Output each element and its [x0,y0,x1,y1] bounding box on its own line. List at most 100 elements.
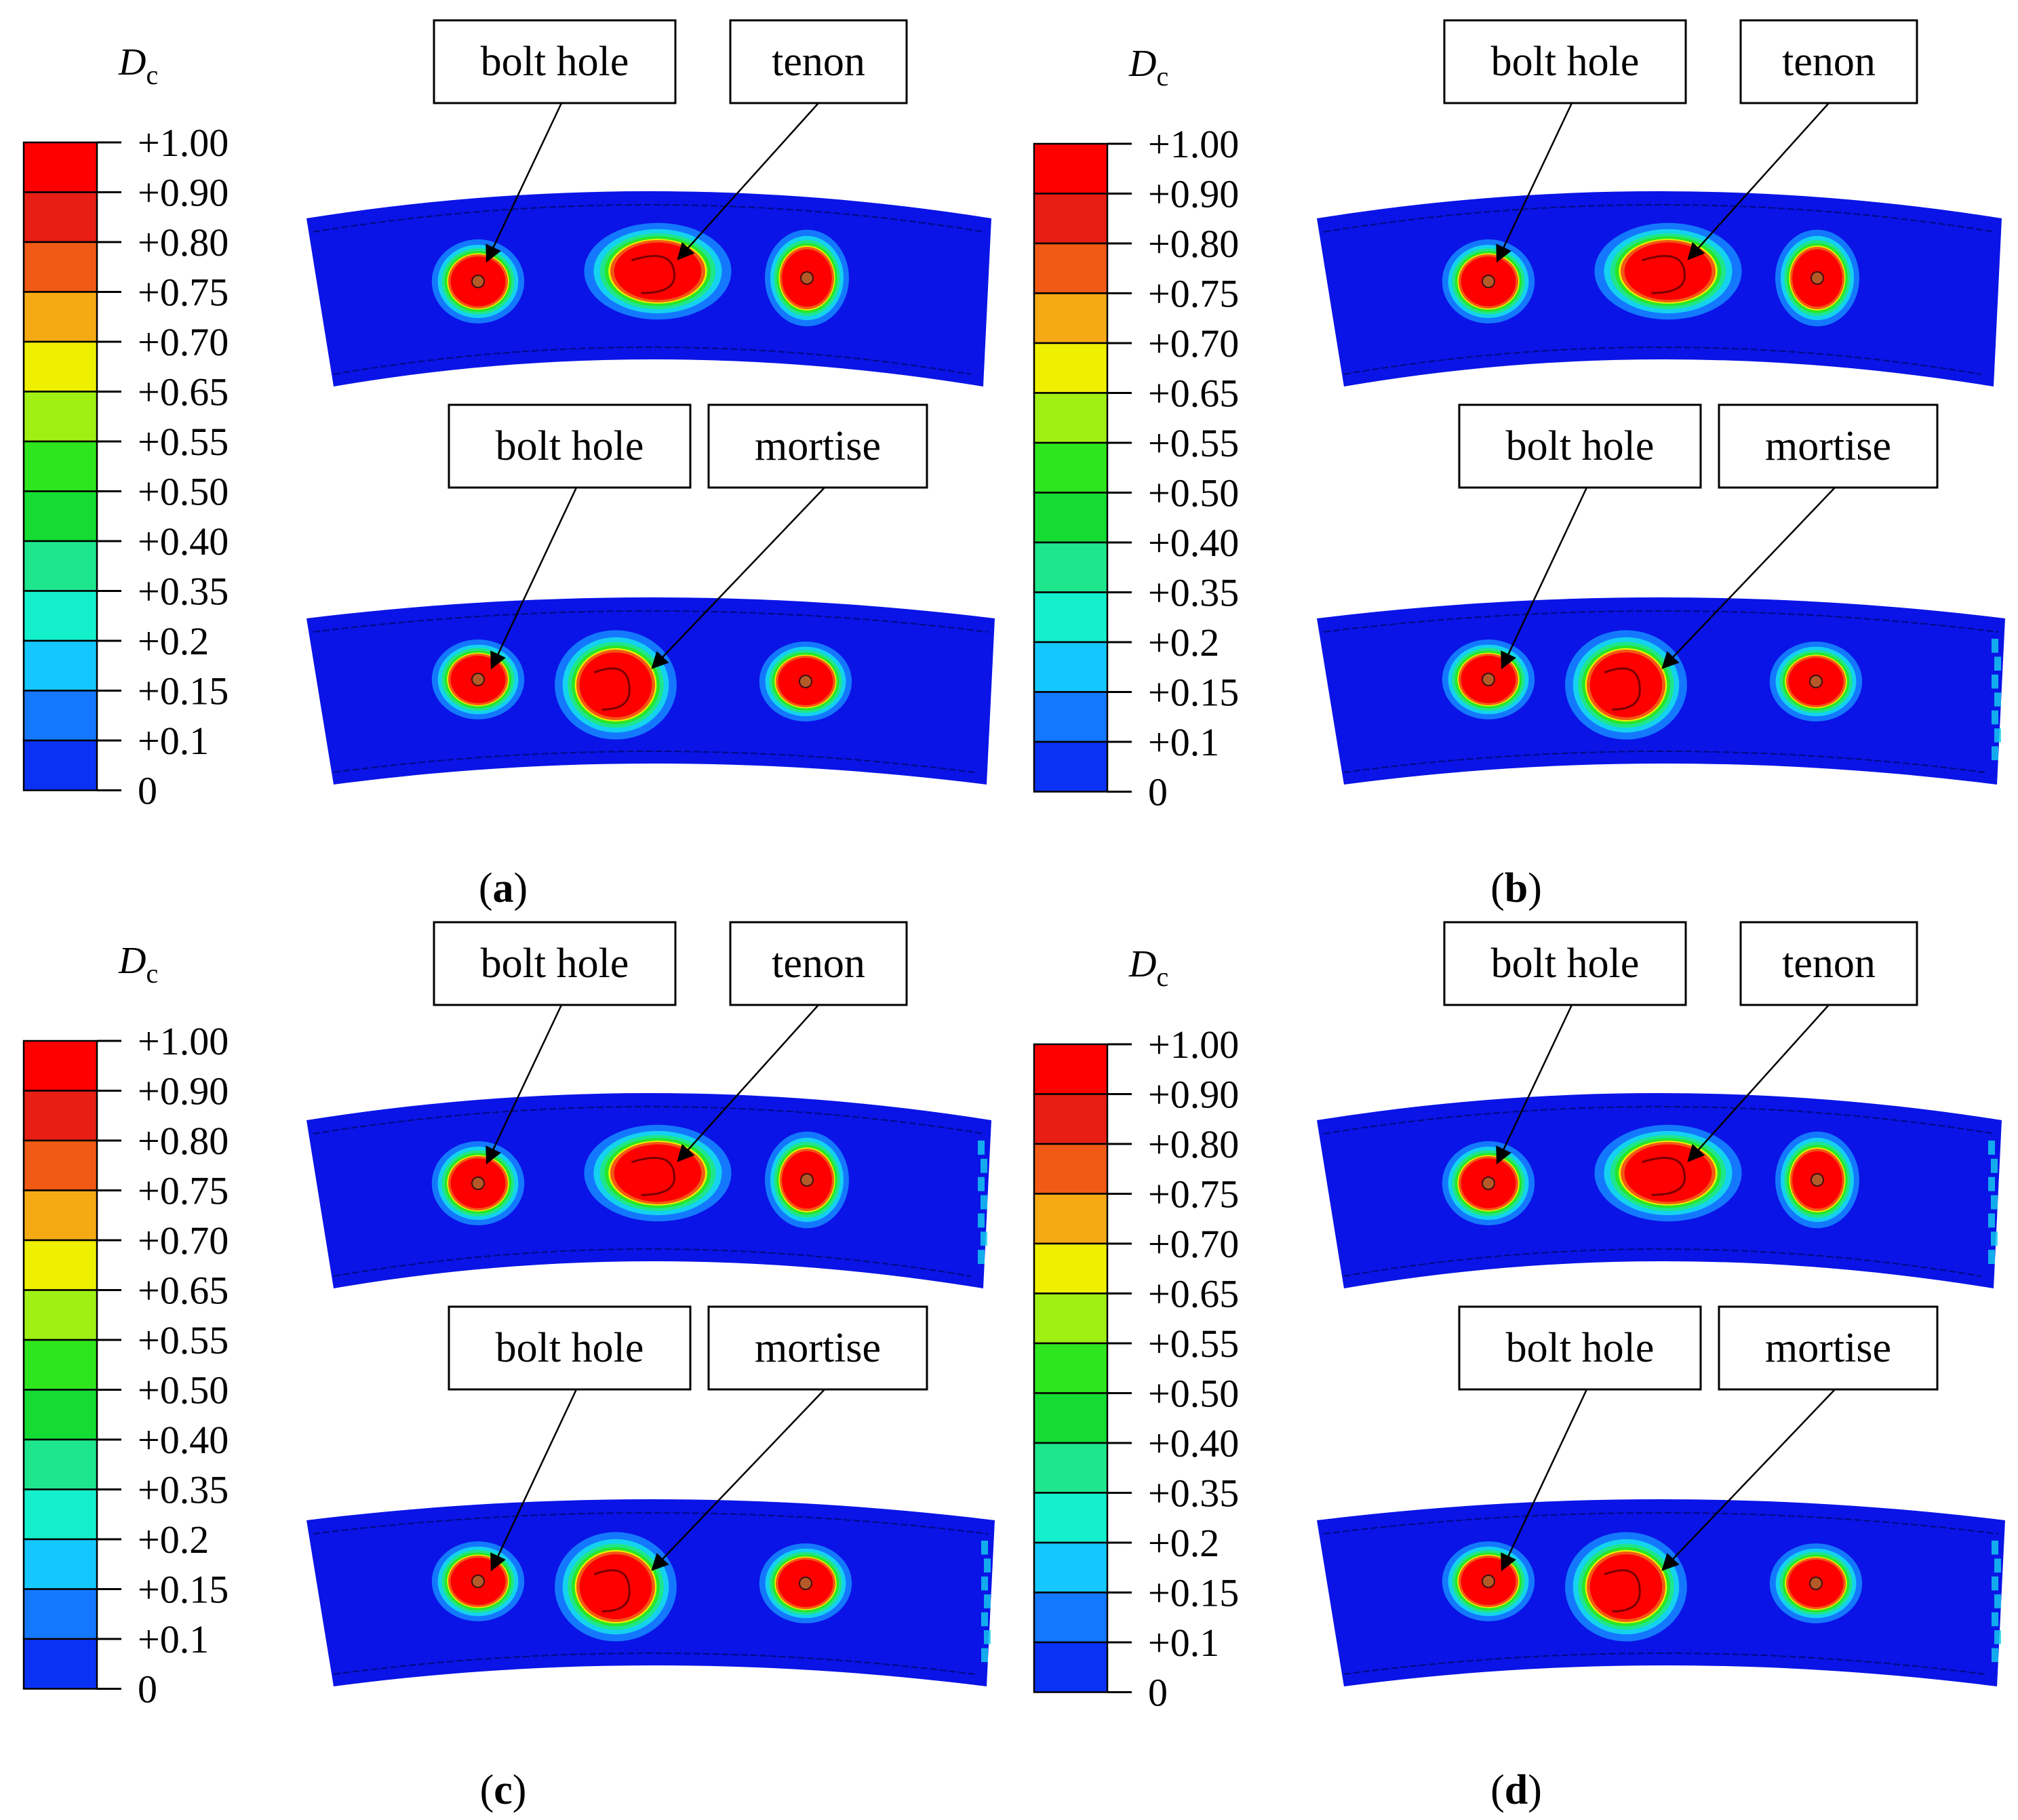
legend-title: Dc [1128,43,1168,92]
legend-tick-label: 0 [138,769,157,813]
panel-b: Dc +1.00 +0.90 +0.80 +0.75 +0.70 +0.65 +0.55 +0.… [1033,19,2005,911]
legend-swatch [22,1638,98,1690]
legend-swatch [22,639,98,692]
legend-subscript: c [146,958,158,989]
beam-edge-line [1343,751,1985,773]
legend-subscript: c [146,60,158,90]
panel-caption: (a) [479,865,528,911]
beam-edge-line [1323,204,1996,233]
legend-swatch [22,1239,98,1291]
edge-damage [1992,710,1998,725]
edge-damage [1994,656,2001,671]
beam-edge-line [313,1512,989,1535]
callout-box [1739,921,1918,1006]
callout-label: bolt hole [1491,941,1640,987]
legend-tick-label: +0.2 [138,619,209,663]
legend-swatch [1033,1292,1109,1345]
edge-damage [978,1176,985,1191]
callout-arrow [490,487,578,670]
bolt-hole-mark [1482,1575,1495,1588]
legend-swatch [22,540,98,592]
legend-tick-label: +0.50 [1148,471,1239,515]
edge-damage [1994,1558,2001,1572]
legend-tick-label: +0.40 [1148,521,1239,565]
callout-label: tenon [772,39,865,85]
callout-label: mortise [755,423,881,469]
callout-arrow [1661,487,1836,669]
legend-swatch [1033,1342,1109,1394]
legend-subscript: c [1156,61,1168,92]
beam-edge-line [1343,1248,1982,1277]
callout-box [1458,403,1702,489]
edge-damage [1992,1612,1998,1627]
legend-swatch [22,1040,98,1092]
legend-swatch [22,291,98,343]
callout-box [433,19,677,104]
legend-tick-label: +0.1 [138,1617,209,1661]
legend-tick-label: +0.2 [1148,620,1219,665]
legend-tick-label: +0.50 [138,1368,229,1412]
panel-d: Dc +1.00 +0.90 +0.80 +0.75 +0.70 +0.65 +0.55 +0.… [1033,921,2005,1813]
legend-tick-label: +0.15 [138,669,229,713]
legend-swatch [22,490,98,542]
legend-tick-label: +0.15 [1148,1571,1239,1615]
edge-damage [1994,692,2001,707]
legend-swatch [22,1488,98,1541]
caption-open: ( [480,1767,494,1813]
legend-swatch [1033,641,1109,693]
edge-damage [1991,1158,1998,1173]
joint-outline [1604,1569,1641,1613]
edge-damage [1992,1576,1998,1591]
callout-label: bolt hole [496,423,644,469]
joint-outline [1642,255,1686,294]
legend-tick-label: +1.00 [1148,122,1239,166]
edge-damage [978,1141,985,1155]
bolt-hole-mark [1482,673,1495,686]
callout-label: tenon [1782,941,1876,987]
legend-tick-label: +0.50 [1148,1372,1239,1416]
legend-swatch [1033,342,1109,394]
callout-arrow [651,1389,825,1571]
edge-damage [981,1648,988,1663]
legend-tick-label: +1.00 [138,121,229,165]
bolt-hole-mark [471,1575,485,1588]
legend-swatch [22,440,98,492]
damage-contour [579,1554,652,1619]
legend-swatch [1033,1492,1109,1544]
legend-title: Dc [118,41,158,90]
legend-tick-label: +0.55 [1148,1322,1239,1366]
legend-tick-label: +0.70 [1148,321,1239,365]
callout-box [729,921,908,1006]
legend-tick-label: +0.50 [138,470,229,514]
legend-swatch [22,191,98,243]
legend-tick-label: +0.65 [138,370,229,414]
legend-tick-label: +0.80 [1148,222,1239,266]
legend-tick-label: +0.90 [1148,1073,1239,1117]
legend-swatch [1033,1043,1109,1095]
legend-swatch [22,141,98,193]
joint-outline [593,667,631,711]
legend-swatch [1033,691,1109,743]
panel-caption: (d) [1490,1767,1542,1813]
callout-label: bolt hole [1506,1325,1655,1371]
legend-tick-label: +0.1 [1148,1621,1219,1665]
edge-damage [981,1541,988,1555]
legend-tick-label: +0.90 [1148,172,1239,216]
legend-swatch [1033,193,1109,245]
damage-contour [1589,652,1663,717]
callout-box [707,1305,928,1391]
edge-damage [1992,674,1998,689]
legend-tick-label: +0.55 [138,420,229,464]
legend-swatch [22,241,98,293]
edge-damage [1991,1195,1998,1210]
joint-outline [631,255,676,294]
legend-tick-label: +0.70 [138,1219,229,1263]
callout-box [707,403,928,489]
beam-edge-line [313,204,985,233]
callout-arrow [677,1004,819,1162]
legend-tick-label: +0.70 [1148,1222,1239,1266]
legend-tick-label: +0.75 [138,1169,229,1213]
callout-label: mortise [1765,423,1891,469]
edge-damage [1992,1648,1998,1663]
